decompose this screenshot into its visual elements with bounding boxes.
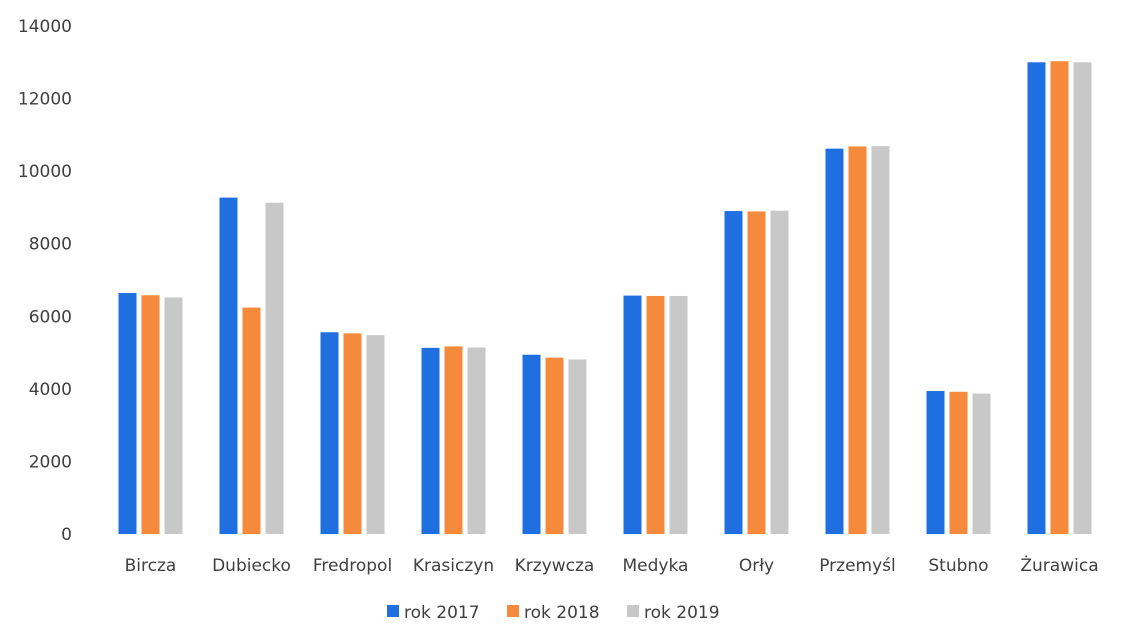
- bar: [972, 393, 991, 534]
- x-tick-label: Dubiecko: [212, 556, 291, 576]
- bar: [848, 146, 867, 534]
- y-tick-label: 10000: [18, 162, 72, 182]
- legend: rok 2017 rok 2018 rok 2019: [387, 603, 720, 623]
- bar: [568, 359, 587, 534]
- legend-label: rok 2018: [524, 603, 600, 623]
- x-axis: Bircza Dubiecko Fredropol Krasiczyn Krzywcza…: [125, 555, 1099, 576]
- bar: [421, 347, 440, 534]
- bar: [724, 211, 743, 535]
- legend-swatch: [507, 605, 519, 617]
- bar: [219, 197, 238, 535]
- bar: [545, 357, 564, 534]
- y-tick-label: 4000: [29, 380, 72, 400]
- bar: [1073, 62, 1092, 535]
- bar: [522, 354, 541, 534]
- bar: [825, 148, 844, 534]
- bar: [1027, 62, 1046, 535]
- y-tick-label: 14000: [18, 17, 72, 37]
- x-tick-label: Stubno: [928, 556, 988, 576]
- legend-swatch: [387, 605, 399, 617]
- x-tick-label: Żurawica: [1020, 555, 1098, 576]
- bar: [747, 211, 766, 535]
- y-tick-label: 8000: [29, 235, 72, 255]
- bar: [926, 391, 945, 534]
- x-tick-label: Bircza: [125, 556, 177, 576]
- x-tick-label: Krasiczyn: [413, 556, 494, 576]
- y-tick-label: 12000: [18, 90, 72, 110]
- bar: [770, 210, 789, 535]
- legend-label: rok 2019: [644, 603, 720, 623]
- bar: [118, 293, 137, 534]
- bar: [265, 202, 284, 534]
- x-tick-label: Przemyśl: [819, 556, 896, 576]
- bar: [320, 332, 339, 534]
- bar: [949, 391, 968, 534]
- legend-label: rok 2017: [404, 603, 480, 623]
- bar: [467, 347, 486, 534]
- bar: [343, 333, 362, 534]
- x-tick-label: Medyka: [623, 556, 689, 576]
- bar: [444, 346, 463, 534]
- bar: [623, 295, 642, 534]
- bar: [1050, 61, 1069, 534]
- bar: [141, 295, 160, 534]
- bar: [164, 297, 183, 534]
- x-tick-label: Orły: [739, 556, 774, 576]
- y-tick-label: 2000: [29, 452, 72, 472]
- y-tick-label: 6000: [29, 307, 72, 327]
- bar: [669, 295, 688, 534]
- x-tick-label: Fredropol: [313, 556, 392, 576]
- legend-swatch: [627, 605, 639, 617]
- bar: [366, 335, 385, 534]
- bar: [871, 146, 890, 534]
- y-tick-label: 0: [61, 525, 72, 545]
- y-axis: 0 2000 4000 6000 8000 10000 12000 14000: [18, 17, 72, 545]
- bar: [242, 307, 261, 534]
- x-tick-label: Krzywcza: [515, 556, 595, 576]
- bar: [646, 295, 665, 534]
- bars-group: [118, 61, 1092, 535]
